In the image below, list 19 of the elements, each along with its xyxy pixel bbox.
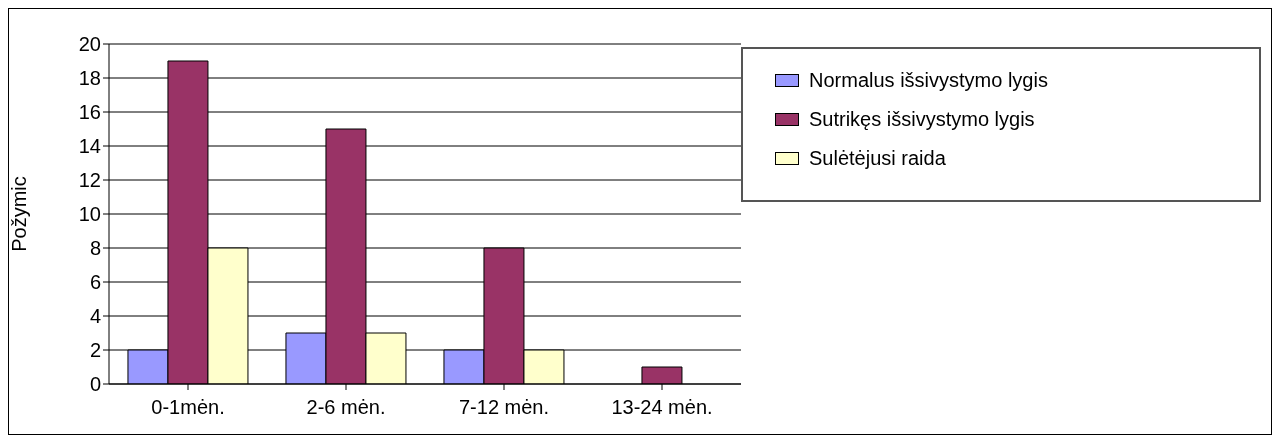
y-tick-label: 12 bbox=[78, 169, 101, 192]
legend-label: Sutrikęs išsivystymo lygis bbox=[809, 108, 1035, 131]
y-tick-label: 0 bbox=[89, 373, 101, 396]
x-tick-label: 2-6 mėn. bbox=[306, 396, 386, 419]
y-tick-label: 8 bbox=[89, 237, 101, 260]
x-tick-label: 0-1mėn. bbox=[151, 396, 225, 419]
y-tick-label: 16 bbox=[78, 101, 101, 124]
legend-label: Normalus išsivystymo lygis bbox=[809, 69, 1048, 92]
x-tick-label: 13-24 mėn. bbox=[611, 396, 713, 419]
x-tick-label: 7-12 mėn. bbox=[458, 396, 550, 419]
y-tick-label: 18 bbox=[78, 67, 101, 90]
y-tick-label: 6 bbox=[89, 271, 101, 294]
y-axis-title: Požymic bbox=[8, 176, 31, 252]
legend-label: Sulėtėjusi raida bbox=[809, 147, 946, 170]
y-tick-label: 2 bbox=[89, 339, 101, 362]
y-tick-label: 14 bbox=[78, 135, 101, 158]
y-tick-label: 10 bbox=[78, 203, 101, 226]
y-tick-label: 4 bbox=[89, 305, 101, 328]
y-tick-label: 20 bbox=[78, 33, 101, 56]
